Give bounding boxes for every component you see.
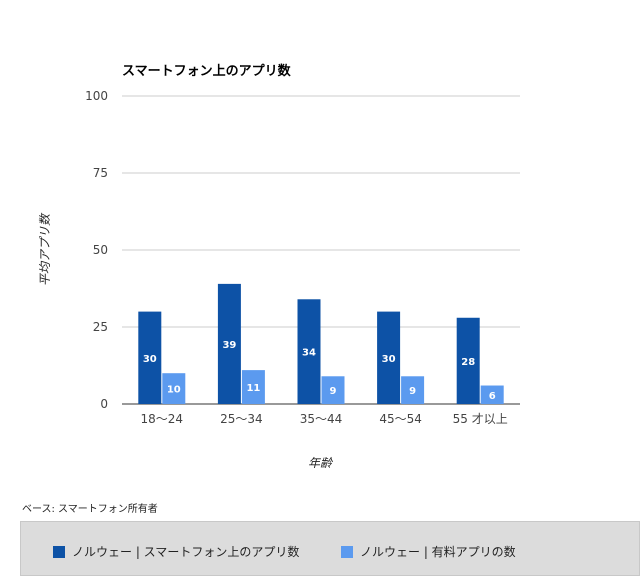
legend-swatch-series1 bbox=[53, 545, 65, 558]
data-label: 30 bbox=[382, 354, 396, 365]
y-tick-label: 50 bbox=[93, 243, 108, 257]
x-tick-label: 35〜44 bbox=[300, 412, 343, 426]
y-tick-label: 75 bbox=[93, 166, 108, 180]
data-label: 9 bbox=[330, 386, 337, 397]
legend-swatch-series2 bbox=[341, 545, 353, 558]
legend: ノルウェー | スマートフォン上のアプリ数 ノルウェー | 有料アプリの数 bbox=[20, 521, 640, 576]
chart-title: スマートフォン上のアプリ数 bbox=[122, 63, 292, 79]
bar-series2 bbox=[321, 376, 345, 404]
data-label: 6 bbox=[489, 391, 496, 402]
data-label: 39 bbox=[222, 340, 236, 351]
y-tick-label: 0 bbox=[100, 397, 108, 411]
bars-layer bbox=[138, 283, 504, 404]
data-label: 28 bbox=[461, 357, 475, 368]
legend-label-series1: ノルウェー | スマートフォン上のアプリ数 bbox=[72, 545, 300, 559]
data-label: 9 bbox=[409, 386, 416, 397]
bar-series1 bbox=[456, 317, 480, 404]
x-tick-label: 45〜54 bbox=[379, 412, 422, 426]
bar-series2 bbox=[401, 376, 425, 404]
bar-series2 bbox=[480, 385, 504, 404]
x-tick-label: 55 才以上 bbox=[453, 412, 508, 426]
bar-series1 bbox=[297, 299, 321, 404]
y-axis-title: 平均アプリ数 bbox=[38, 212, 52, 286]
data-label: 10 bbox=[167, 385, 181, 396]
data-label: 30 bbox=[143, 354, 157, 365]
bar-series2 bbox=[241, 370, 265, 404]
x-axis-title: 年齢 bbox=[308, 456, 334, 470]
bar-series1 bbox=[377, 311, 401, 404]
y-tick-label: 25 bbox=[93, 320, 108, 334]
data-label: 34 bbox=[302, 348, 316, 359]
x-tick-label: 18〜24 bbox=[141, 412, 184, 426]
legend-item-series2[interactable]: ノルウェー | 有料アプリの数 bbox=[341, 543, 516, 560]
grid-layer bbox=[122, 95, 520, 405]
bar-series1 bbox=[138, 311, 162, 404]
legend-label-series2: ノルウェー | 有料アプリの数 bbox=[360, 545, 516, 559]
legend-item-series1[interactable]: ノルウェー | スマートフォン上のアプリ数 bbox=[53, 543, 299, 560]
x-tick-label: 25〜34 bbox=[220, 412, 263, 426]
chart: スマートフォン上のアプリ数 0 25 50 75 100 30 10 18〜24 39 11 25〜… bbox=[38, 63, 520, 470]
labels-layer: 0 25 50 75 100 30 10 18〜24 39 11 25〜34 34 9 35〜44 30 9 4… bbox=[85, 89, 508, 426]
footnote: ベース: スマートフォン所有者 bbox=[22, 504, 158, 515]
bar-series1 bbox=[217, 283, 241, 404]
data-label: 11 bbox=[246, 383, 260, 394]
y-tick-label: 100 bbox=[85, 89, 108, 103]
bar-series2 bbox=[162, 373, 186, 404]
